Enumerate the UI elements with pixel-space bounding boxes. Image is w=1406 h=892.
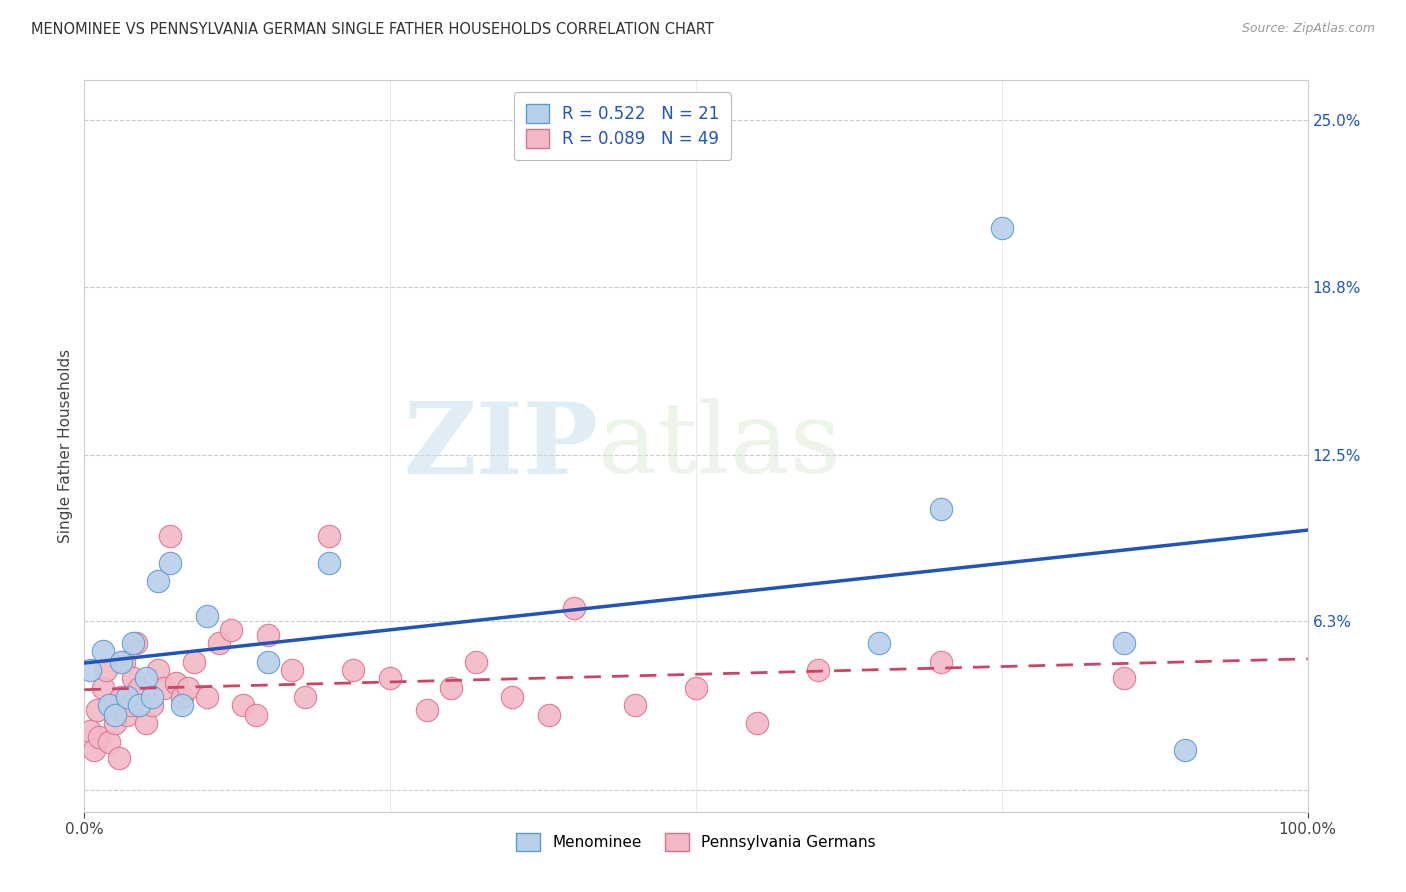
Point <box>96 663 118 677</box>
Point <box>869 636 891 650</box>
Point <box>110 655 132 669</box>
Point <box>807 663 830 677</box>
Point <box>502 690 524 704</box>
Text: Source: ZipAtlas.com: Source: ZipAtlas.com <box>1241 22 1375 36</box>
Point <box>245 708 267 723</box>
Point <box>115 708 138 723</box>
Point <box>128 698 150 712</box>
Point <box>294 690 316 704</box>
Point <box>1174 743 1197 757</box>
Point <box>257 628 280 642</box>
Point <box>195 609 218 624</box>
Point <box>380 671 402 685</box>
Point <box>159 556 181 570</box>
Point <box>172 690 194 704</box>
Point <box>929 502 952 516</box>
Point <box>195 690 218 704</box>
Text: atlas: atlas <box>598 398 841 494</box>
Point <box>115 690 138 704</box>
Point <box>991 220 1014 235</box>
Point <box>318 529 340 543</box>
Point <box>1114 636 1136 650</box>
Text: ZIP: ZIP <box>404 398 598 494</box>
Point <box>112 655 135 669</box>
Point <box>141 690 163 704</box>
Point <box>97 698 120 712</box>
Point <box>232 698 254 712</box>
Point <box>257 655 280 669</box>
Point <box>342 663 364 677</box>
Point <box>219 623 242 637</box>
Point <box>747 716 769 731</box>
Point <box>122 671 145 685</box>
Point <box>165 676 187 690</box>
Point <box>208 636 231 650</box>
Point <box>685 681 707 696</box>
Point <box>110 690 132 704</box>
Point <box>141 698 163 712</box>
Point <box>120 698 142 712</box>
Point <box>135 671 157 685</box>
Point <box>183 655 205 669</box>
Point <box>538 708 561 723</box>
Point <box>464 655 486 669</box>
Y-axis label: Single Father Households: Single Father Households <box>58 349 73 543</box>
Point <box>91 644 114 658</box>
Point <box>107 751 129 765</box>
Point <box>159 529 181 543</box>
Point <box>83 743 105 757</box>
Point <box>172 698 194 712</box>
Point <box>87 730 110 744</box>
Point <box>97 735 120 749</box>
Point <box>79 724 101 739</box>
Point <box>122 636 145 650</box>
Point <box>416 703 439 717</box>
Point <box>146 574 169 589</box>
Point <box>91 681 114 696</box>
Legend: Menominee, Pennsylvania Germans: Menominee, Pennsylvania Germans <box>510 827 882 856</box>
Point <box>440 681 463 696</box>
Point <box>125 636 148 650</box>
Point <box>135 716 157 731</box>
Point <box>104 716 127 731</box>
Point <box>281 663 304 677</box>
Point <box>929 655 952 669</box>
Point <box>100 698 122 712</box>
Point <box>624 698 647 712</box>
Text: MENOMINEE VS PENNSYLVANIA GERMAN SINGLE FATHER HOUSEHOLDS CORRELATION CHART: MENOMINEE VS PENNSYLVANIA GERMAN SINGLE … <box>31 22 714 37</box>
Point <box>104 708 127 723</box>
Point <box>79 663 101 677</box>
Point <box>86 703 108 717</box>
Point <box>1114 671 1136 685</box>
Point <box>128 681 150 696</box>
Point <box>153 681 176 696</box>
Point <box>318 556 340 570</box>
Point <box>562 601 585 615</box>
Point <box>177 681 200 696</box>
Point <box>146 663 169 677</box>
